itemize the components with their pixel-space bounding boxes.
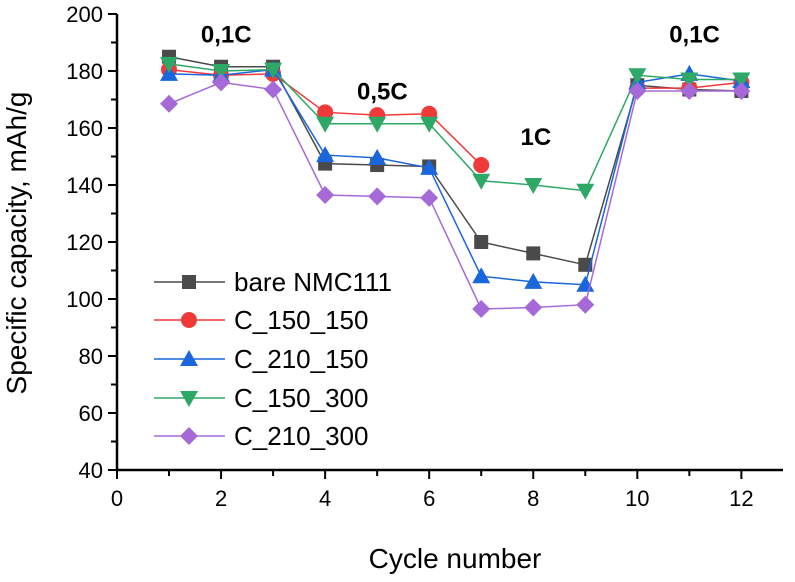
y-tick-label: 200 (66, 2, 103, 27)
y-tick-label: 80 (79, 344, 103, 369)
axes: 0 2 4 6 8 10 12 40 60 80 100 120 140 160 180 200 (66, 2, 783, 511)
data-point (317, 104, 334, 121)
data-point (472, 267, 491, 284)
data-point (732, 72, 751, 89)
legend: bare NMC111 C_150_150 C_210_150 C_150_300 C_… (154, 267, 392, 451)
data-point (160, 94, 179, 113)
data-point (316, 185, 335, 204)
legend-label: bare NMC111 (234, 267, 392, 297)
legend-label: C_210_150 (234, 344, 368, 374)
data-point (526, 246, 541, 261)
legend-item: C_150_150 (154, 305, 368, 335)
data-point (472, 173, 491, 190)
x-tick-label: 10 (625, 486, 649, 511)
legend-label: C_150_300 (234, 383, 368, 413)
data-point (628, 81, 647, 100)
data-point (420, 188, 439, 207)
y-tick-label: 120 (66, 230, 103, 255)
data-point (264, 62, 283, 79)
legend-marker (180, 427, 198, 445)
legend-marker (180, 350, 198, 366)
data-point (680, 81, 699, 100)
series-bare-nmc111 (162, 49, 749, 272)
data-point (524, 272, 543, 289)
x-tick-label: 2 (215, 486, 227, 511)
data-point (368, 148, 387, 165)
data-point (576, 183, 595, 200)
x-axis-label: Cycle number (369, 543, 542, 574)
series-group (160, 49, 751, 318)
y-tick-label: 180 (66, 59, 103, 84)
legend-item: C_210_300 (154, 421, 368, 451)
y-tick-label: 100 (66, 287, 103, 312)
y-tick-label: 140 (66, 173, 103, 198)
data-point (420, 158, 439, 175)
x-tick-label: 6 (423, 486, 435, 511)
rate-annotation: 1C (521, 124, 552, 151)
y-tick-label: 40 (79, 458, 103, 483)
data-point (316, 116, 335, 133)
data-point (628, 68, 647, 85)
series-line (168, 56, 742, 266)
data-point (212, 73, 231, 92)
legend-marker (182, 275, 196, 289)
series-line (168, 63, 742, 192)
x-tick-label: 8 (527, 486, 539, 511)
legend-marker (181, 312, 197, 328)
data-point (474, 235, 489, 249)
annotations: 0,1C 0,5C 1C 0,1C (201, 22, 720, 152)
x-tick-label: 0 (111, 486, 123, 511)
data-point (368, 116, 387, 133)
legend-item: bare NMC111 (154, 267, 392, 297)
legend-item: C_150_300 (154, 383, 368, 413)
legend-label: C_210_300 (234, 421, 368, 451)
data-point (212, 64, 231, 80)
legend-label: C_150_150 (234, 305, 368, 335)
data-point (524, 298, 543, 317)
x-tick-label: 4 (319, 486, 331, 511)
x-tick-label: 12 (729, 486, 753, 511)
series-c-150-300 (160, 56, 751, 200)
data-point (368, 187, 387, 206)
data-point (472, 299, 491, 318)
data-point (524, 178, 543, 194)
series-c-210-300 (160, 73, 751, 318)
rate-annotation: 0,1C (669, 22, 720, 49)
data-point (420, 116, 439, 133)
data-point (264, 80, 283, 99)
legend-marker (180, 391, 198, 407)
data-point (732, 81, 751, 100)
data-point (576, 295, 595, 314)
y-tick-label: 60 (79, 401, 103, 426)
y-axis-label: Specific capacity, mAh/g (1, 92, 32, 395)
data-point (316, 146, 335, 163)
series-c-210-150 (160, 60, 751, 292)
data-point (160, 56, 179, 73)
data-point (473, 157, 490, 174)
rate-annotation: 0,5C (357, 79, 408, 106)
data-point (680, 72, 699, 89)
y-tick-label: 160 (66, 116, 103, 141)
legend-item: C_210_150 (154, 344, 368, 374)
rate-annotation: 0,1C (201, 22, 252, 49)
